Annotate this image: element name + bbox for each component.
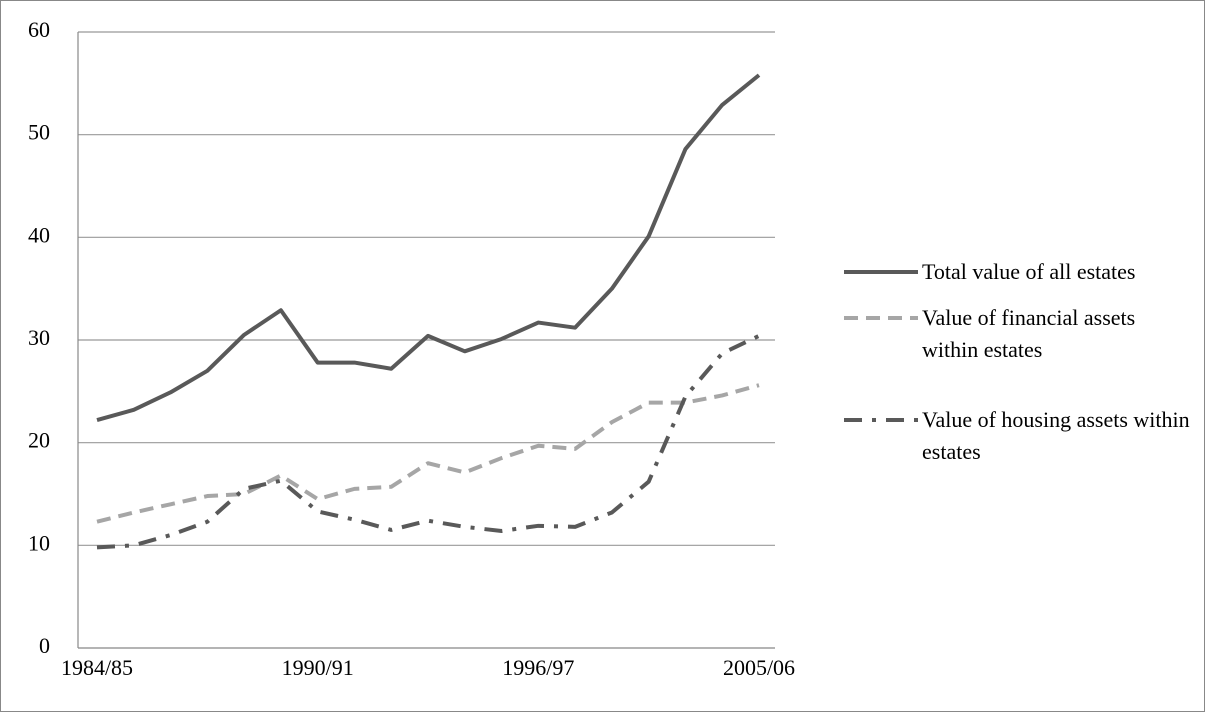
y-tick-label: 30 (28, 325, 50, 350)
legend-item: Value of housing assets within estates (840, 404, 1192, 468)
y-tick-label: 60 (28, 17, 50, 42)
legend-swatch (844, 270, 918, 274)
legend-label: Value of housing assets within estates (922, 407, 1190, 464)
series-line (96, 383, 760, 524)
y-tick-label: 20 (28, 428, 50, 453)
y-tick-label: 50 (28, 120, 50, 145)
series-line (96, 73, 761, 423)
x-tick-label: 1990/91 (282, 655, 354, 680)
x-tick-label: 1996/97 (502, 655, 574, 680)
x-tick-label: 1984/85 (61, 655, 133, 680)
legend-label: Value of financial assets within estates (922, 305, 1136, 362)
series-line (96, 334, 760, 550)
legend-swatch (844, 316, 918, 320)
x-tick-label: 2005/06 (723, 655, 795, 680)
y-tick-label: 10 (28, 530, 50, 555)
y-tick-label: 0 (39, 633, 50, 658)
legend-swatch (844, 418, 918, 422)
legend-item: Total value of all estates (840, 256, 1192, 288)
y-tick-label: 40 (28, 222, 50, 247)
legend-label: Total value of all estates (922, 259, 1136, 284)
legend-item: Value of financial assets within estates (840, 302, 1192, 366)
